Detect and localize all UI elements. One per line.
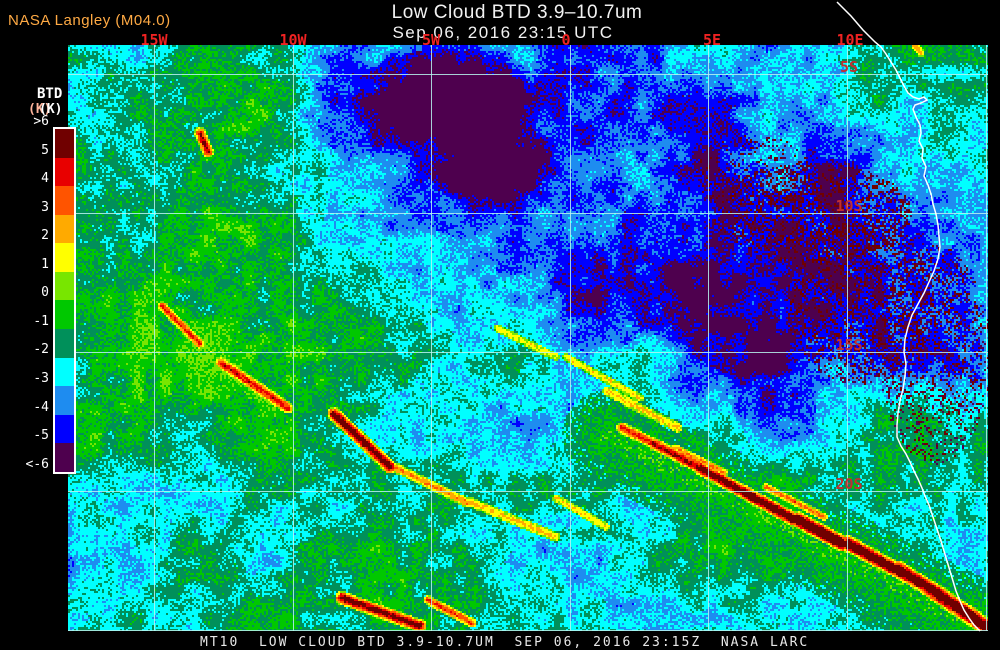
lon-label-10E: 10E (836, 31, 864, 49)
colorbar-segment-3 (55, 214, 74, 244)
colorbar-tick-0: 0 (41, 285, 49, 300)
agency-label: NASA Langley (M04.0) (8, 12, 171, 29)
colorbar-segment-9 (55, 386, 74, 415)
colorbar-segment-11 (55, 443, 74, 472)
colorbar-title: BTD (37, 86, 63, 102)
colorbar-tick-<-6: <-6 (25, 457, 49, 472)
colorbar-segment-10 (55, 414, 74, 444)
lon-label-5W: 5W (421, 31, 441, 49)
colorbar-tick-4: 4 (41, 171, 49, 186)
colorbar-tick--4: -4 (33, 400, 49, 415)
colorbar-tick->6: >6 (33, 114, 49, 129)
lon-label-5E: 5E (702, 31, 722, 49)
colorbar-tick--3: -3 (33, 371, 49, 386)
colorbar-segment-0 (55, 129, 74, 158)
lat-label-5S: 5S (839, 58, 859, 76)
lat-label-10S: 10S (835, 197, 863, 215)
colorbar-scale (53, 127, 76, 474)
colorbar-segment-2 (55, 186, 74, 215)
lat-label-15S: 15S (835, 336, 863, 354)
lat-label-20S: 20S (835, 475, 863, 493)
lon-label-10W: 10W (279, 31, 307, 49)
colorbar-segment-4 (55, 243, 74, 272)
colorbar-segment-7 (55, 329, 74, 358)
colorbar-tick-5: 5 (41, 143, 49, 158)
lon-label-0: 0 (561, 31, 571, 49)
footer-caption: MT10 LOW CLOUD BTD 3.9-10.7UM SEP 06, 20… (200, 635, 810, 650)
product-title: Low Cloud BTD 3.9–10.7um (391, 2, 643, 23)
colorbar-unit-echo: (K) (28, 102, 52, 117)
colorbar-tick-1: 1 (41, 257, 49, 272)
colorbar-tick--2: -2 (33, 342, 49, 357)
colorbar-tick--1: -1 (33, 314, 49, 329)
colorbar-segment-8 (55, 357, 74, 387)
colorbar-segment-1 (55, 157, 74, 187)
product-timestamp: Sep 06, 2016 23:15 UTC (392, 23, 614, 42)
lon-label-15W: 15W (140, 31, 168, 49)
colorbar-tick-2: 2 (41, 228, 49, 243)
btd-field-map (68, 45, 988, 631)
colorbar-segment-6 (55, 300, 74, 330)
colorbar: BTD (K) (K) >6 5 4 3 2 1 0 -1 -2 -3 -4 -5 <-6 (0, 40, 76, 474)
colorbar-segment-5 (55, 271, 74, 301)
colorbar-tick-3: 3 (41, 200, 49, 215)
colorbar-unit: (K) (39, 102, 63, 117)
colorbar-tick--5: -5 (33, 428, 49, 443)
